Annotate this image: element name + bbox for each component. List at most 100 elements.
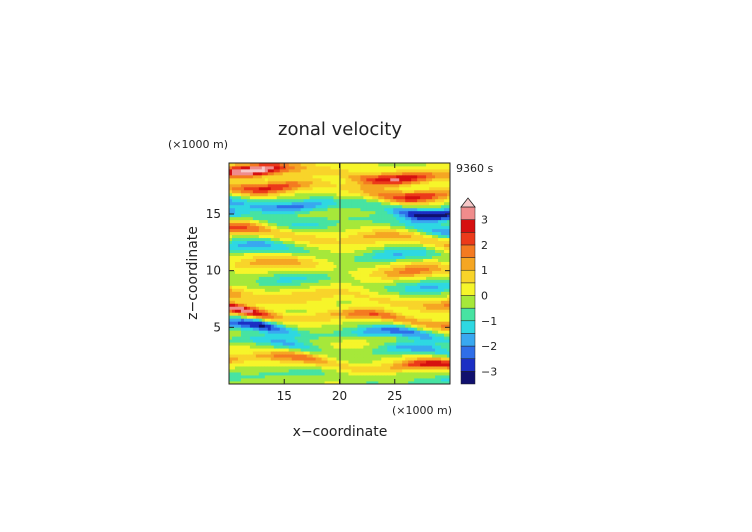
heatmap-cell [396, 282, 400, 286]
heatmap-cell [240, 216, 245, 221]
heatmap-cell [315, 378, 319, 382]
heatmap-cell [336, 228, 340, 233]
heatmap-cell [270, 243, 275, 248]
heatmap-cell [369, 303, 373, 307]
heatmap-cell [303, 186, 308, 191]
heatmap-cell [345, 348, 349, 352]
heatmap-cell [294, 174, 299, 179]
heatmap-cell [229, 333, 233, 337]
heatmap-cell [261, 258, 266, 262]
heatmap-cell [384, 165, 388, 170]
heatmap-cell [396, 234, 400, 239]
heatmap-cell [267, 327, 272, 331]
heatmap-cell [291, 327, 296, 331]
heatmap-cell [306, 213, 311, 218]
heatmap-cell [363, 366, 367, 370]
heatmap-cell [423, 276, 427, 280]
heatmap-cell [261, 189, 266, 194]
heatmap-cell [243, 363, 248, 367]
heatmap-cell [324, 372, 328, 376]
heatmap-cell [267, 225, 272, 230]
heatmap-cell [258, 330, 263, 334]
heatmap-cell [285, 279, 290, 283]
heatmap-cell [276, 327, 281, 331]
heatmap-cell [297, 246, 302, 251]
heatmap-cell [414, 354, 418, 358]
heatmap-cell [276, 285, 281, 289]
heatmap-cell [309, 306, 314, 310]
heatmap-cell [372, 237, 376, 242]
heatmap-cell [297, 345, 302, 349]
heatmap-cell [423, 369, 427, 373]
heatmap-cell [282, 261, 287, 265]
heatmap-cell [252, 216, 257, 221]
heatmap-cell [255, 291, 260, 295]
heatmap-cell [429, 321, 433, 325]
heatmap-cell [411, 252, 415, 256]
heatmap-cell [336, 213, 340, 218]
heatmap-cell [351, 186, 355, 191]
heatmap-cell [261, 195, 266, 200]
heatmap-cell [264, 378, 269, 382]
heatmap-cell [378, 231, 382, 236]
heatmap-cell [252, 255, 257, 259]
heatmap-cell [315, 330, 319, 334]
heatmap-cell [279, 222, 284, 227]
heatmap-cell [309, 174, 314, 179]
heatmap-cell [426, 189, 430, 194]
heatmap-cell [324, 213, 328, 218]
heatmap-cell [312, 228, 317, 233]
heatmap-cell [348, 336, 352, 340]
heatmap-cell [258, 219, 263, 224]
heatmap-cell [366, 189, 370, 194]
heatmap-cell [369, 228, 373, 233]
heatmap-cell [420, 204, 424, 209]
heatmap-cell [282, 168, 287, 173]
heatmap-cell [234, 183, 239, 188]
heatmap-cell [249, 381, 254, 385]
heatmap-cell [390, 237, 394, 242]
heatmap-cell [384, 249, 388, 253]
heatmap-cell [423, 312, 427, 316]
heatmap-cell [378, 163, 382, 167]
heatmap-cell [333, 288, 337, 292]
heatmap-cell [399, 327, 403, 331]
heatmap-cell [243, 210, 248, 215]
heatmap-cell [348, 372, 352, 376]
heatmap-cell [378, 201, 382, 206]
heatmap-cell [336, 216, 340, 221]
heatmap-cell [345, 378, 349, 382]
heatmap-cell [360, 315, 364, 319]
heatmap-cell [318, 186, 322, 191]
heatmap-cell [276, 348, 281, 352]
heatmap-cell [285, 345, 290, 349]
heatmap-cell [420, 327, 424, 331]
heatmap-cell [300, 333, 305, 337]
heatmap-cell [378, 345, 382, 349]
heatmap-cell [246, 237, 251, 242]
heatmap-cell [240, 183, 245, 188]
heatmap-cell [300, 243, 305, 248]
heatmap-cell [234, 171, 239, 176]
heatmap-cell [282, 363, 287, 367]
heatmap-cell [249, 186, 254, 191]
heatmap-cell [312, 345, 317, 349]
heatmap-cell [345, 216, 349, 221]
heatmap-cell [402, 216, 406, 221]
heatmap-cell [309, 279, 314, 283]
heatmap-cell [303, 315, 308, 319]
heatmap-cell [321, 333, 325, 337]
heatmap-cell [255, 306, 260, 310]
heatmap-cell [318, 207, 322, 212]
heatmap-cell [258, 369, 263, 373]
heatmap-cell [243, 225, 248, 230]
heatmap-cell [229, 195, 233, 200]
heatmap-cell [297, 375, 302, 379]
heatmap-cell [237, 255, 242, 259]
heatmap-cell [312, 171, 317, 176]
heatmap-cell [312, 183, 317, 188]
heatmap-cell [255, 168, 260, 173]
heatmap-cell [285, 363, 290, 367]
heatmap-cell [348, 219, 352, 224]
heatmap-cell [249, 342, 254, 346]
